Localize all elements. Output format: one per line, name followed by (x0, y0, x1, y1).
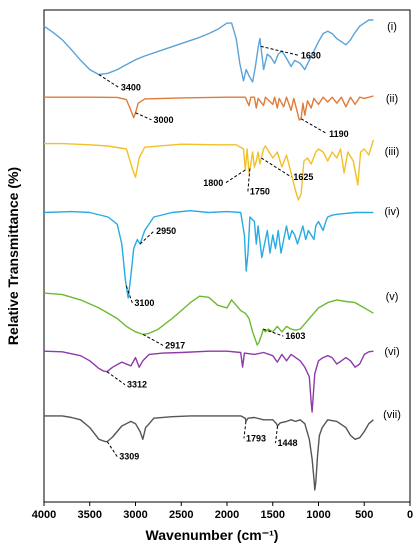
annotation-label: 3400 (121, 83, 141, 93)
x-tick-label: 1500 (261, 509, 285, 521)
x-axis: 4000 3500 3000 2500 2000 1500 1000 500 0 (32, 502, 413, 521)
x-tick-label: 500 (355, 509, 373, 521)
annotation-label: 3312 (127, 380, 147, 390)
series-line-3 (44, 139, 375, 201)
x-tick-label: 4000 (32, 509, 56, 521)
annotation-label: 1448 (278, 438, 298, 448)
annotation-leader (247, 168, 251, 192)
annotation-label: 1750 (250, 187, 270, 197)
series-line-5 (43, 292, 374, 346)
x-axis-title: Wavenumber (cm⁻¹) (146, 527, 279, 543)
annotation-label: 3000 (154, 115, 174, 125)
series-label-1: (i) (387, 21, 397, 33)
series-label-5: (v) (386, 291, 399, 303)
annotation-leader (243, 421, 247, 439)
x-tick-label: 0 (407, 509, 413, 521)
series-label-3: (iii) (385, 146, 400, 158)
annotation-label: 1800 (203, 178, 223, 188)
annotation-leader (300, 118, 328, 135)
annotation-label: 1793 (246, 433, 266, 443)
x-tick-label: 1000 (306, 509, 330, 521)
annotation-layer: 3400 1630 3000 1190 1800 1750 1625 2950 3100 2917… (98, 45, 349, 462)
x-tick-label: 3500 (78, 509, 102, 521)
annotation-leader (135, 112, 152, 121)
annotation-label: 1625 (293, 172, 313, 182)
series-line-1 (43, 19, 374, 83)
series-line-6 (43, 350, 374, 413)
annotation-leader (225, 169, 246, 184)
annotation-label: 3100 (134, 298, 154, 308)
annotation-leader (125, 285, 133, 304)
annotation-leader (275, 425, 279, 444)
series-label-layer: (i) (ii) (iii) (iv) (v) (vi) (vii) (383, 21, 401, 421)
annotation-leader (106, 441, 118, 457)
annotation-leader (263, 328, 284, 337)
series-label-7: (vii) (383, 409, 401, 421)
annotation-label: 2917 (165, 340, 185, 350)
annotation-leader (139, 230, 155, 245)
annotation-label: 1630 (301, 50, 321, 60)
series-line-4 (43, 210, 374, 299)
x-tick-label: 2000 (215, 509, 239, 521)
annotation-label: 2950 (156, 226, 176, 236)
x-tick-label: 3000 (123, 509, 147, 521)
annotation-leader (98, 74, 120, 88)
x-tick-label: 2500 (169, 509, 193, 521)
spectra-layer (43, 19, 375, 491)
y-axis-title: Relative Transmittance (%) (5, 167, 21, 345)
series-line-7 (44, 415, 374, 491)
series-line-2 (44, 95, 374, 121)
annotation-leader (142, 333, 164, 346)
annotation-label: 3309 (119, 452, 139, 462)
series-label-6: (vi) (384, 346, 399, 358)
annotation-leader (260, 45, 299, 56)
annotation-label: 1190 (329, 129, 349, 139)
annotation-leader (261, 157, 292, 178)
annotation-leader (106, 371, 126, 386)
plot-frame (43, 9, 411, 503)
series-label-4: (iv) (384, 206, 399, 218)
series-label-2: (ii) (386, 93, 398, 105)
annotation-label: 1603 (285, 331, 305, 341)
